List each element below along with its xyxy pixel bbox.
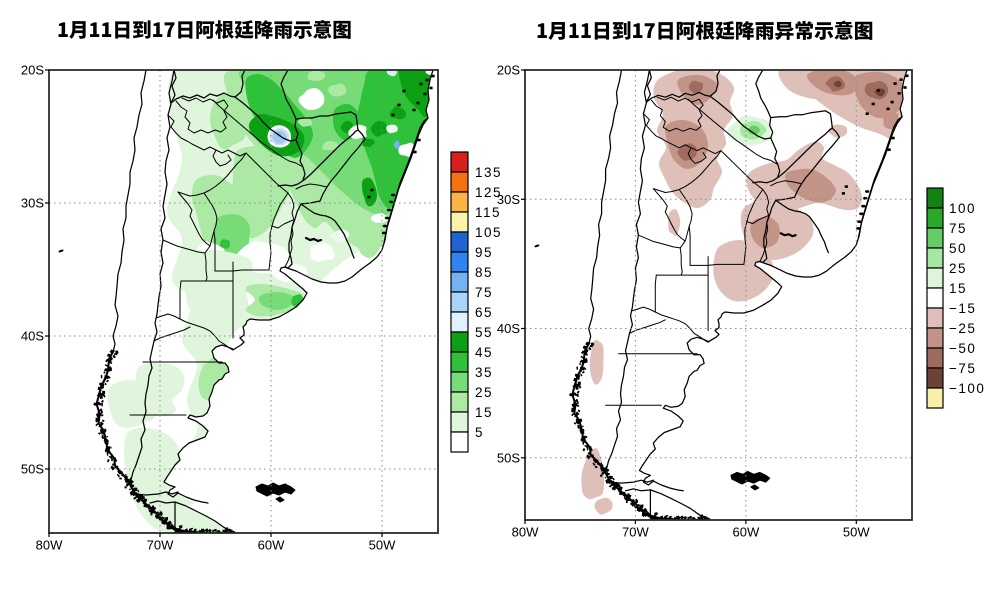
- svg-text:50S: 50S: [497, 450, 520, 465]
- svg-text:40S: 40S: [497, 321, 520, 336]
- svg-text:115: 115: [475, 205, 501, 220]
- svg-text:85: 85: [475, 265, 493, 280]
- svg-text:20S: 20S: [497, 63, 520, 78]
- svg-text:50W: 50W: [843, 525, 870, 540]
- svg-text:80W: 80W: [512, 525, 539, 540]
- svg-text:−50: −50: [949, 341, 976, 356]
- svg-text:135: 135: [475, 165, 502, 180]
- svg-text:75: 75: [949, 221, 967, 236]
- svg-text:−75: −75: [949, 361, 976, 376]
- svg-text:30S: 30S: [21, 196, 44, 211]
- svg-text:45: 45: [475, 345, 493, 360]
- svg-text:60W: 60W: [258, 538, 285, 553]
- svg-text:−15: −15: [949, 301, 976, 316]
- svg-text:35: 35: [475, 365, 493, 380]
- svg-text:60W: 60W: [732, 525, 759, 540]
- svg-text:5: 5: [475, 425, 484, 440]
- svg-text:30S: 30S: [497, 192, 520, 207]
- svg-text:−25: −25: [949, 321, 976, 336]
- svg-text:55: 55: [475, 325, 493, 340]
- svg-text:15: 15: [475, 405, 493, 420]
- svg-text:50W: 50W: [369, 538, 396, 553]
- svg-text:15: 15: [949, 281, 967, 296]
- svg-text:25: 25: [949, 261, 967, 276]
- svg-text:40S: 40S: [21, 329, 44, 344]
- svg-text:70W: 70W: [147, 538, 174, 553]
- svg-text:25: 25: [475, 385, 493, 400]
- svg-text:65: 65: [475, 305, 493, 320]
- svg-text:50S: 50S: [21, 462, 44, 477]
- svg-text:105: 105: [475, 225, 502, 240]
- svg-text:−100: −100: [949, 381, 985, 396]
- svg-text:125: 125: [475, 185, 502, 200]
- svg-text:75: 75: [475, 285, 493, 300]
- svg-text:80W: 80W: [36, 538, 63, 553]
- svg-text:50: 50: [949, 241, 967, 256]
- svg-text:100: 100: [949, 201, 976, 216]
- svg-text:95: 95: [475, 245, 493, 260]
- svg-text:20S: 20S: [21, 63, 44, 78]
- svg-text:70W: 70W: [622, 525, 649, 540]
